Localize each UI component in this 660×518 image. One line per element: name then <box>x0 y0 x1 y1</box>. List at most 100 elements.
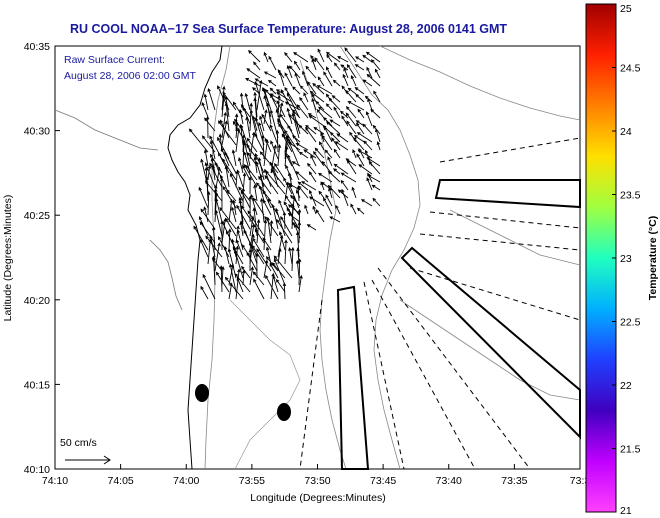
current-vector <box>305 124 317 135</box>
current-vector <box>279 113 293 132</box>
current-vector <box>207 87 216 111</box>
current-vector <box>269 109 279 139</box>
current-vector <box>238 186 251 202</box>
x-tick-label: 74:00 <box>173 475 199 487</box>
colorbar-tick-label: 24 <box>620 126 632 138</box>
land-contour-2 <box>149 239 183 311</box>
current-vector <box>340 179 349 191</box>
bathy-contour-4 <box>379 45 581 121</box>
current-vector <box>273 255 293 279</box>
current-vector <box>296 189 301 199</box>
current-vector <box>219 265 223 293</box>
current-vector <box>319 141 325 151</box>
current-vector <box>307 162 317 175</box>
current-vector <box>266 216 272 244</box>
current-vector <box>288 247 293 265</box>
current-vector <box>278 71 285 87</box>
current-vector <box>323 71 333 87</box>
current-vector <box>198 186 209 209</box>
current-vector <box>242 106 251 125</box>
current-vector <box>332 79 341 87</box>
current-vector <box>246 68 261 79</box>
current-vector <box>200 285 209 300</box>
current-vector <box>325 103 333 111</box>
current-vector <box>286 207 300 230</box>
current-vector <box>326 66 333 79</box>
current-vector <box>366 177 373 191</box>
current-vector <box>354 64 365 71</box>
current-vector <box>313 126 325 135</box>
current-vector <box>245 116 251 139</box>
current-vector <box>308 189 317 207</box>
current-vector <box>244 92 251 111</box>
current-vector <box>333 62 341 71</box>
current-vector <box>341 85 349 95</box>
current-vector <box>284 129 300 153</box>
current-vector <box>204 162 216 188</box>
y-tick-label: 40:20 <box>24 295 50 307</box>
current-vector <box>286 92 300 118</box>
current-vector <box>370 108 381 119</box>
current-vector <box>249 215 255 237</box>
current-vector <box>308 171 317 183</box>
current-vector <box>327 184 341 199</box>
colorbar-tick-label: 25 <box>620 3 632 15</box>
current-vector <box>353 137 365 151</box>
current-vector <box>240 104 251 118</box>
current-vector <box>251 244 265 265</box>
current-vector <box>231 149 237 167</box>
current-vector <box>356 207 365 215</box>
land-contour-1 <box>54 109 159 151</box>
current-vector <box>327 156 333 167</box>
current-vector <box>333 168 341 175</box>
current-vector <box>228 228 232 251</box>
colorbar-tick-label: 22.5 <box>620 317 641 329</box>
current-vector <box>311 97 317 111</box>
map-layer: 50 cm/s Raw Surface Current: August 28, … <box>54 45 581 470</box>
current-vector <box>363 140 373 151</box>
colorbar-tick-label: 23.5 <box>620 190 641 202</box>
current-vector <box>326 121 341 135</box>
current-vector <box>325 194 333 207</box>
y-tick-label: 40:25 <box>24 210 50 222</box>
current-vector <box>276 218 293 244</box>
current-vector <box>324 126 333 143</box>
current-vector <box>254 81 265 111</box>
current-vector <box>287 212 301 223</box>
scale-label: 50 cm/s <box>60 437 97 449</box>
current-vector <box>259 115 265 132</box>
surface-current-vectors <box>188 47 381 300</box>
x-tick-label: 74:10 <box>42 475 68 487</box>
current-vector <box>340 172 357 183</box>
current-vector <box>264 174 279 195</box>
y-tick-label: 40:30 <box>24 126 50 138</box>
current-vector <box>229 172 244 202</box>
current-vector <box>256 219 261 244</box>
current-vector <box>259 197 265 223</box>
current-vector <box>262 189 272 209</box>
current-vector <box>241 265 251 279</box>
current-vector <box>325 51 341 63</box>
current-vector <box>219 207 237 230</box>
colorbar-tick-label: 24.5 <box>620 63 641 75</box>
current-vector <box>235 239 244 258</box>
current-vector <box>227 248 237 279</box>
current-vector <box>295 171 309 183</box>
current-vector <box>203 206 209 223</box>
current-vector <box>316 85 333 95</box>
bathy-contour-5 <box>449 209 581 266</box>
current-vector <box>362 54 373 63</box>
current-vector <box>209 234 216 258</box>
x-tick-label: 73:3 <box>570 475 591 487</box>
current-vector <box>343 67 349 79</box>
current-vector <box>214 197 223 223</box>
current-vector <box>336 133 349 143</box>
current-vector <box>228 263 237 293</box>
current-vector <box>217 136 230 160</box>
current-vector <box>236 204 251 230</box>
current-vector <box>294 119 301 135</box>
current-vector <box>291 109 301 119</box>
current-vector <box>252 271 265 286</box>
current-vector <box>238 108 244 125</box>
current-vector <box>358 164 373 175</box>
